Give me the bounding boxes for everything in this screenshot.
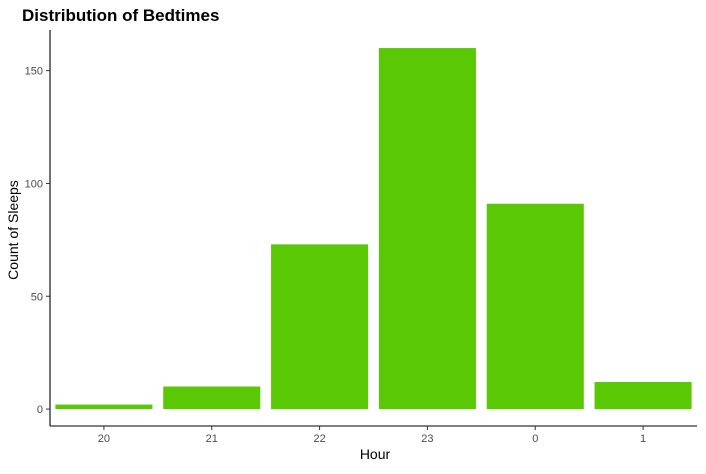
x-tick-label: 23 [421, 433, 433, 445]
x-axis: 20 21 22 23 0 1 [50, 425, 697, 445]
y-tick-label: 0 [37, 404, 43, 416]
bars-layer [55, 48, 692, 410]
y-tick-label: 150 [25, 66, 43, 78]
x-axis-title: Hour [360, 446, 391, 462]
chart-title: Distribution of Bedtimes [22, 6, 219, 25]
bar-23 [378, 48, 476, 410]
x-tick-label: 0 [532, 433, 538, 445]
y-tick-label: 50 [31, 291, 43, 303]
y-axis-title: Count of Sleeps [5, 180, 21, 280]
x-tick-label: 20 [98, 433, 110, 445]
bar-0 [486, 203, 584, 410]
bar-1 [594, 382, 692, 410]
x-tick-label: 1 [640, 433, 646, 445]
bar-21 [163, 386, 261, 410]
x-tick-label: 21 [206, 433, 218, 445]
y-axis: 0 50 100 150 [25, 30, 51, 426]
y-tick-label: 100 [25, 178, 43, 190]
bar-22 [271, 244, 369, 410]
bar-20 [55, 404, 153, 410]
x-tick-label: 22 [313, 433, 325, 445]
